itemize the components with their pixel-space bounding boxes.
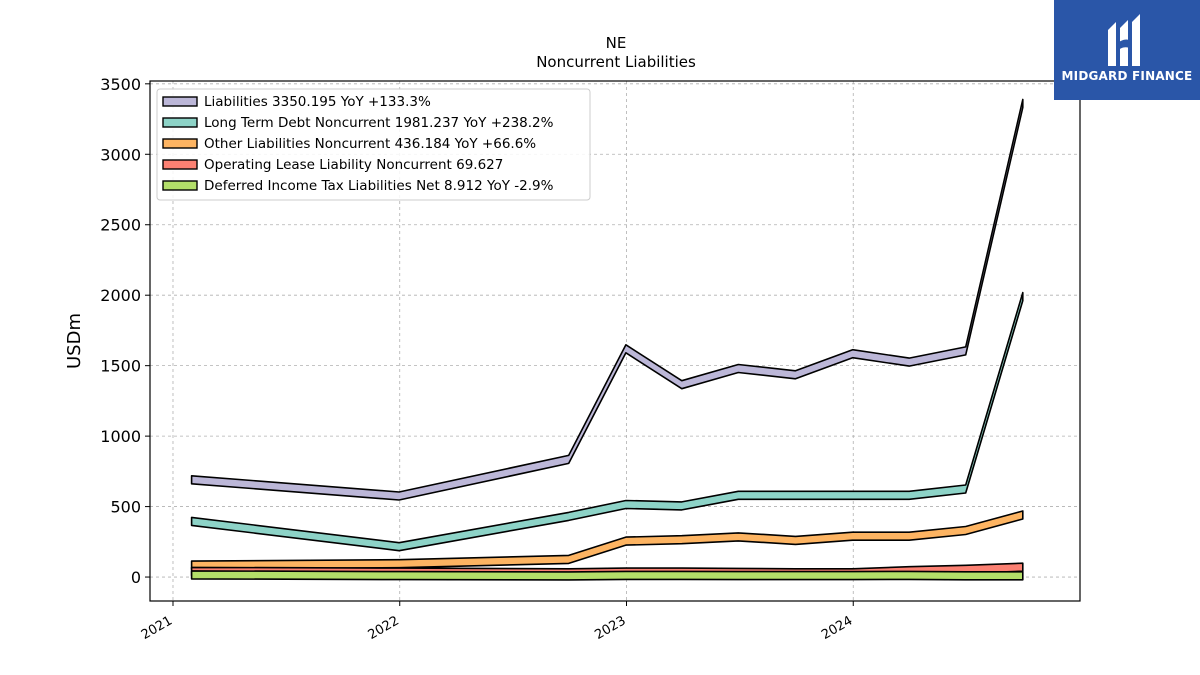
- y-tick-label: 2000: [100, 286, 141, 305]
- x-tick-label: 2021: [139, 613, 175, 643]
- x-tick-label: 2024: [819, 613, 855, 643]
- series-band-deferred-income-tax-liabilities-net: [190, 570, 1024, 581]
- series-band-long-term-debt-noncurrent: [190, 291, 1024, 552]
- x-axis-ticks: 2021 2022 2023 2024: [139, 601, 855, 643]
- x-tick-label: 2023: [592, 613, 628, 643]
- chart-title: NE: [606, 34, 627, 52]
- legend-swatch: [162, 159, 198, 170]
- y-axis-label: USDm: [64, 313, 85, 369]
- legend-label: Other Liabilities Noncurrent 436.184 YoY…: [204, 136, 536, 152]
- legend: Liabilities 3350.195 YoY +133.3% Long Ter…: [156, 88, 591, 201]
- legend-swatch: [162, 138, 198, 149]
- legend-swatch: [162, 117, 198, 128]
- legend-label: Operating Lease Liability Noncurrent 69.…: [204, 157, 503, 173]
- y-axis-ticks: 0 500 1000 1500 2000 2500 3000 3500: [100, 75, 150, 587]
- legend-label: Long Term Debt Noncurrent 1981.237 YoY +…: [204, 115, 554, 131]
- y-tick-label: 500: [110, 498, 141, 517]
- x-tick-label: 2022: [366, 613, 402, 643]
- y-tick-label: 3000: [100, 145, 141, 164]
- chart-subtitle: Noncurrent Liabilities: [536, 53, 696, 71]
- legend-label: Deferred Income Tax Liabilities Net 8.91…: [204, 178, 554, 194]
- series-band-other-liabilities-noncurrent: [190, 510, 1024, 570]
- legend-swatch: [162, 96, 198, 107]
- brand-logo: MIDGARD FINANCE: [1054, 0, 1200, 100]
- legend-swatch: [162, 180, 198, 191]
- y-tick-label: 1000: [100, 427, 141, 446]
- y-tick-label: 3500: [100, 75, 141, 94]
- legend-label: Liabilities 3350.195 YoY +133.3%: [204, 94, 431, 110]
- y-tick-label: 2500: [100, 216, 141, 235]
- series-areas: [190, 98, 1024, 581]
- y-tick-label: 0: [131, 568, 141, 587]
- plot-frame: [149, 80, 1081, 602]
- legend-box: [156, 88, 591, 201]
- y-tick-label: 1500: [100, 357, 141, 376]
- series-band-liabilities: [190, 98, 1024, 501]
- brand-mark-icon: [1108, 14, 1140, 66]
- brand-name: MIDGARD FINANCE: [1061, 69, 1193, 83]
